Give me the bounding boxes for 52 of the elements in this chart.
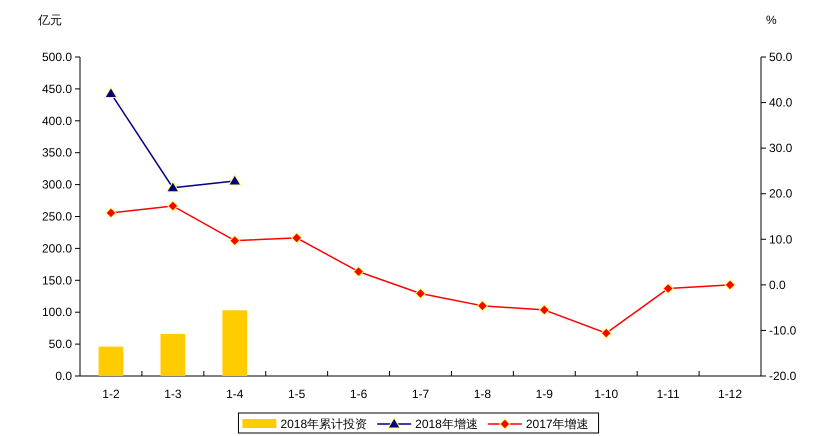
bar	[222, 310, 248, 376]
y-tick-label: 400.0	[42, 114, 72, 128]
y2-axis-title: %	[766, 13, 777, 27]
point	[104, 86, 118, 98]
y-axis-title: 亿元	[37, 13, 62, 27]
y2-tick-label: 40.0	[769, 96, 793, 110]
y2-tick-label: -10.0	[769, 323, 797, 338]
y2-tick-label: 50.0	[769, 50, 793, 64]
y-tick-label: 50.0	[48, 337, 72, 352]
y-tick-label: 100.0	[42, 305, 72, 320]
point	[105, 207, 116, 218]
y2-tick-label: 0.0	[769, 278, 786, 292]
y2-tick-label: 30.0	[769, 141, 793, 156]
point	[476, 300, 488, 312]
bar	[160, 334, 186, 376]
x-tick-label: 1-11	[656, 387, 680, 401]
y2-tick-label: -20.0	[769, 369, 797, 383]
point	[291, 232, 302, 244]
legend-label: 2017年增速	[526, 417, 589, 431]
x-tick-label: 1-2	[102, 387, 120, 401]
point	[228, 174, 242, 186]
point	[538, 304, 550, 316]
x-tick-label: 1-7	[412, 387, 430, 401]
y-tick-label: 250.0	[42, 210, 72, 224]
y-tick-label: 500.0	[42, 50, 72, 64]
x-tick-label: 1-5	[288, 387, 306, 401]
x-tick-label: 1-8	[474, 387, 492, 401]
x-tick-label: 1-4	[226, 387, 244, 401]
legend-label: 2018年累计投资	[280, 417, 368, 431]
y-tick-label: 300.0	[42, 178, 72, 192]
y-tick-label: 200.0	[42, 241, 72, 256]
y-tick-label: 150.0	[42, 273, 72, 288]
point	[353, 266, 364, 278]
x-tick-label: 1-3	[164, 387, 182, 401]
x-tick-label: 1-6	[350, 387, 368, 401]
x-tick-label: 1-10	[594, 387, 619, 401]
point	[600, 328, 612, 339]
x-tick-label: 1-9	[536, 387, 554, 401]
y2-tick-label: 20.0	[769, 186, 793, 201]
point	[724, 279, 736, 290]
point	[415, 288, 426, 300]
bar	[98, 346, 124, 376]
legend-label: 2018年增速	[415, 417, 478, 431]
y-tick-label: 0.0	[55, 369, 72, 383]
point	[662, 283, 674, 294]
x-tick-label: 1-12	[718, 387, 742, 401]
y-tick-label: 450.0	[42, 82, 72, 96]
point	[167, 200, 178, 212]
y2-tick-label: 10.0	[769, 232, 793, 246]
y-tick-label: 350.0	[42, 146, 72, 160]
point	[166, 181, 180, 192]
point	[229, 235, 240, 246]
